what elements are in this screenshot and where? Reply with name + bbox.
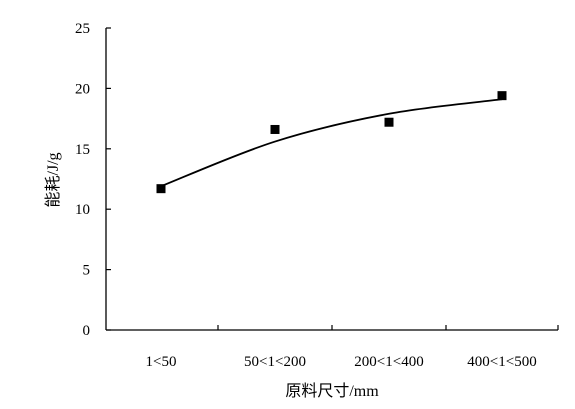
data-point — [497, 91, 507, 101]
trend-line — [160, 98, 503, 188]
y-tick-label: 10 — [75, 202, 90, 218]
y-tick-label: 5 — [83, 263, 91, 279]
y-ticks: 0 5 10 15 20 25 — [75, 21, 111, 339]
x-ticks: 1<50 50<1<200 200<1<400 400<1<500 — [146, 325, 559, 370]
x-axis-title: 原料尺寸/mm — [285, 382, 379, 400]
x-tick-label: 400<1<500 — [467, 354, 536, 370]
axes — [105, 28, 558, 331]
y-axis-title: 能耗/J/g — [44, 152, 62, 207]
y-tick-label: 0 — [83, 323, 91, 339]
x-tick-label: 50<1<200 — [244, 354, 306, 370]
y-tick-label: 20 — [75, 81, 90, 97]
data-point — [384, 117, 394, 127]
y-tick-label: 15 — [75, 142, 90, 158]
x-tick-label: 1<50 — [146, 354, 177, 370]
y-tick-label: 25 — [75, 21, 90, 37]
data-points — [156, 91, 507, 194]
data-point — [270, 124, 280, 134]
data-point — [156, 184, 166, 194]
x-tick-label: 200<1<400 — [354, 354, 423, 370]
